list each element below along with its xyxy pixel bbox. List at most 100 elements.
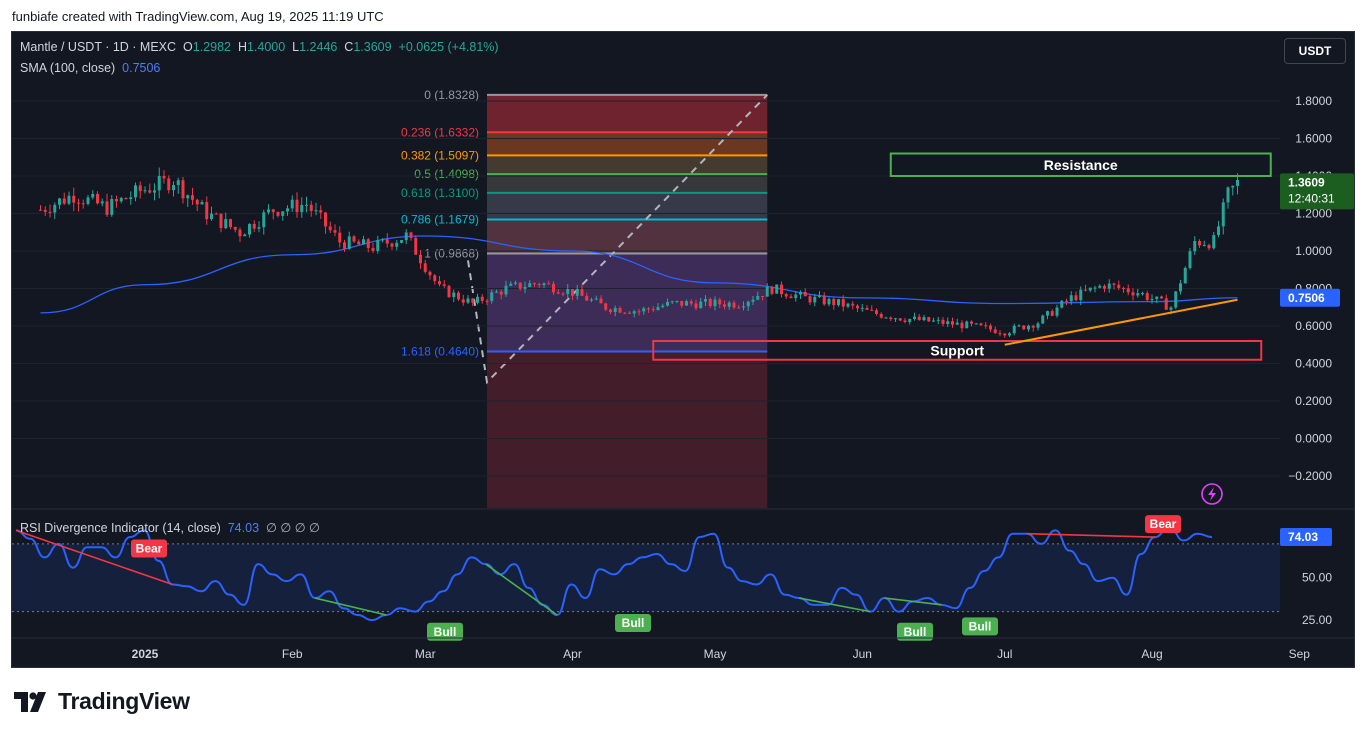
candle-bear bbox=[927, 316, 931, 322]
candle-bull bbox=[67, 191, 71, 206]
date-axis-tick: 2025 bbox=[132, 647, 159, 661]
sma-legend[interactable]: SMA (100, close) 0.7506 bbox=[20, 61, 160, 75]
candle-body bbox=[884, 317, 888, 319]
signal-label: Bull bbox=[434, 625, 457, 639]
candle-body bbox=[642, 308, 646, 312]
candle-bear bbox=[1164, 294, 1168, 310]
candle-body bbox=[585, 295, 589, 301]
rsi-axis-tick: 25.00 bbox=[1302, 613, 1332, 627]
rsi-signal-bull[interactable]: Bull bbox=[884, 597, 998, 636]
candle-body bbox=[528, 283, 532, 287]
candle-body bbox=[1046, 311, 1049, 316]
candle-body bbox=[908, 318, 912, 323]
candle-body bbox=[580, 289, 584, 296]
chart-canvas[interactable]: 0 (1.8328) 0.236 (1.6332) 0.382 (1.5097) 0.… bbox=[12, 32, 1355, 668]
rsi-signal-bear[interactable]: Bear bbox=[15, 529, 173, 586]
rsi-value: 74.03 bbox=[227, 521, 260, 535]
candle-body bbox=[656, 307, 660, 311]
candle-body bbox=[53, 204, 57, 213]
candle-bull bbox=[1212, 231, 1216, 250]
candlesticks[interactable] bbox=[39, 167, 1239, 338]
symbol-header: Mantle / USDT · 1D · MEXC O1.2982 H1.400… bbox=[20, 40, 499, 54]
rsi-legend[interactable]: RSI Divergence Indicator (14, close) 74.… bbox=[20, 520, 320, 535]
sma-line[interactable] bbox=[40, 235, 1238, 314]
candle-body bbox=[419, 254, 422, 264]
candle-body bbox=[561, 293, 565, 295]
zone-box bbox=[889, 152, 1272, 177]
candle-bull bbox=[528, 280, 532, 288]
candle-bear bbox=[499, 289, 503, 300]
candle-body bbox=[974, 323, 978, 325]
candle-body bbox=[1226, 187, 1230, 203]
rsi-signal-bull[interactable]: Bull bbox=[314, 597, 463, 641]
lightning-icon[interactable] bbox=[1201, 483, 1223, 505]
candle-bull bbox=[727, 300, 731, 310]
date-axis-tick: Feb bbox=[282, 647, 303, 661]
candle-bull bbox=[143, 186, 147, 194]
candle-bull bbox=[452, 289, 456, 303]
support-zone[interactable]: Support bbox=[652, 340, 1263, 361]
candle-body bbox=[461, 299, 465, 303]
candle-body bbox=[395, 242, 399, 247]
candle-body bbox=[613, 308, 617, 312]
fib-band bbox=[487, 155, 768, 175]
candle-body bbox=[233, 226, 237, 230]
signal-badge bbox=[1145, 515, 1181, 534]
candle-bear bbox=[941, 317, 945, 327]
candle-body bbox=[134, 185, 137, 198]
candle-body bbox=[86, 197, 90, 204]
candle-bear bbox=[343, 239, 346, 253]
candle-bull bbox=[1174, 290, 1178, 310]
candle-bull bbox=[699, 297, 703, 309]
candle-bear bbox=[832, 297, 836, 310]
candle-body bbox=[276, 212, 280, 216]
tradingview-logo[interactable]: TradingView bbox=[14, 688, 190, 715]
candle-bear bbox=[162, 170, 166, 184]
candle-body bbox=[1084, 289, 1087, 291]
rsi-axis-tick: 50.00 bbox=[1302, 571, 1332, 585]
candle-bear bbox=[694, 299, 698, 311]
candle-body bbox=[670, 301, 674, 303]
candle-body bbox=[594, 298, 598, 300]
candle-body bbox=[1012, 325, 1016, 334]
fibonacci-retracement[interactable]: 0 (1.8328) 0.236 (1.6332) 0.382 (1.5097) 0.… bbox=[401, 88, 768, 508]
candle-bear bbox=[737, 304, 741, 309]
candle-body bbox=[452, 292, 456, 298]
candle-bull bbox=[1202, 240, 1206, 247]
candle-bull bbox=[1017, 324, 1021, 327]
candle-bull bbox=[1008, 332, 1011, 338]
candle-body bbox=[1221, 202, 1225, 227]
candle-body bbox=[1164, 298, 1168, 310]
rsi-signal-bear[interactable]: Bear bbox=[1026, 515, 1181, 538]
candle-bear bbox=[917, 313, 921, 321]
candle-bear bbox=[1145, 290, 1149, 302]
rsi-signal-bull[interactable]: Bull bbox=[485, 563, 651, 632]
symbol-title[interactable]: Mantle / USDT · 1D · MEXC bbox=[20, 40, 177, 54]
candle-body bbox=[138, 185, 142, 192]
chart-frame[interactable]: 0 (1.8328) 0.236 (1.6332) 0.382 (1.5097) 0.… bbox=[11, 31, 1355, 668]
rsi-signal-bull[interactable]: Bull bbox=[798, 597, 933, 641]
candle-bull bbox=[713, 296, 717, 311]
candle-bear bbox=[48, 204, 52, 218]
currency-button[interactable]: USDT bbox=[1284, 38, 1346, 64]
rsi-pane[interactable]: Bear Bull Bull Bull Bull Bear bbox=[12, 515, 1280, 641]
candle-bear bbox=[77, 198, 80, 212]
divergence-line bbox=[884, 597, 942, 606]
candle-bull bbox=[1217, 220, 1220, 238]
candle-bull bbox=[504, 280, 508, 297]
ohlc-open: 1.2982 bbox=[192, 40, 231, 54]
candle-bull bbox=[176, 177, 180, 194]
candle-body bbox=[675, 301, 679, 303]
rsi-line[interactable] bbox=[15, 525, 1213, 622]
candle-body bbox=[1074, 295, 1078, 301]
candle-body bbox=[1079, 289, 1083, 301]
divergence-line bbox=[1026, 532, 1156, 538]
candle-bear bbox=[784, 292, 788, 300]
candle-body bbox=[191, 195, 194, 200]
candle-body bbox=[229, 219, 232, 227]
resistance-zone[interactable]: Resistance bbox=[889, 152, 1272, 177]
candle-bull bbox=[86, 195, 90, 206]
candle-bear bbox=[438, 275, 441, 287]
trendline[interactable] bbox=[1004, 298, 1238, 346]
price-axis-tick: 0.2000 bbox=[1295, 394, 1332, 408]
